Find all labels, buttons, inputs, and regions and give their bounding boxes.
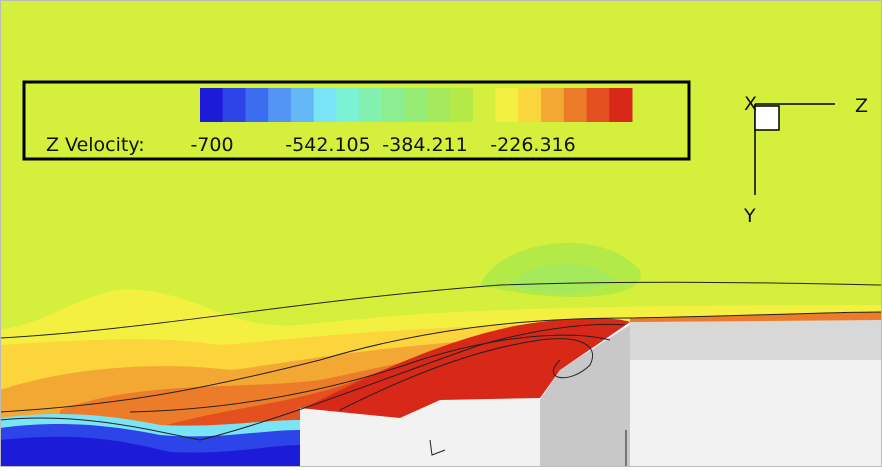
colorbar-segment (245, 88, 269, 122)
colorbar-segment (200, 88, 224, 122)
colorbar-segment (404, 88, 428, 122)
colorbar-segment (268, 88, 292, 122)
colorbar-segment (450, 88, 474, 122)
contour-field (0, 242, 882, 467)
colorbar-segment (427, 88, 451, 122)
colorbar-segment (359, 88, 383, 122)
colorbar-segment (609, 88, 633, 122)
colorbar-segment (495, 88, 519, 122)
legend-tick: -226.316 (490, 134, 575, 156)
colorbar-segment (563, 88, 588, 122)
colorbar-segment (222, 88, 246, 122)
colorbar-segment (586, 88, 610, 122)
colorbar-segment (336, 88, 360, 122)
colorbar-segment (518, 88, 542, 122)
legend-tick: -700 (190, 134, 233, 156)
colorbar-segment (290, 88, 315, 122)
axis-triad (754, 103, 835, 195)
streamlines (0, 281, 882, 467)
legend-box (22, 80, 691, 161)
legend-tick: -384.211 (382, 134, 467, 156)
axis-label: Y (743, 205, 756, 227)
legend-label: Z Velocity: (46, 134, 145, 156)
colorbar-segment (472, 88, 497, 122)
colorbar (200, 88, 633, 122)
colorbar-segment (541, 88, 565, 122)
colorbar-segment (381, 88, 406, 122)
axis-label: X (744, 93, 757, 115)
axis-label: Z (855, 95, 868, 117)
colorbar-segment (313, 88, 337, 122)
legend-tick: -542.105 (285, 134, 370, 156)
